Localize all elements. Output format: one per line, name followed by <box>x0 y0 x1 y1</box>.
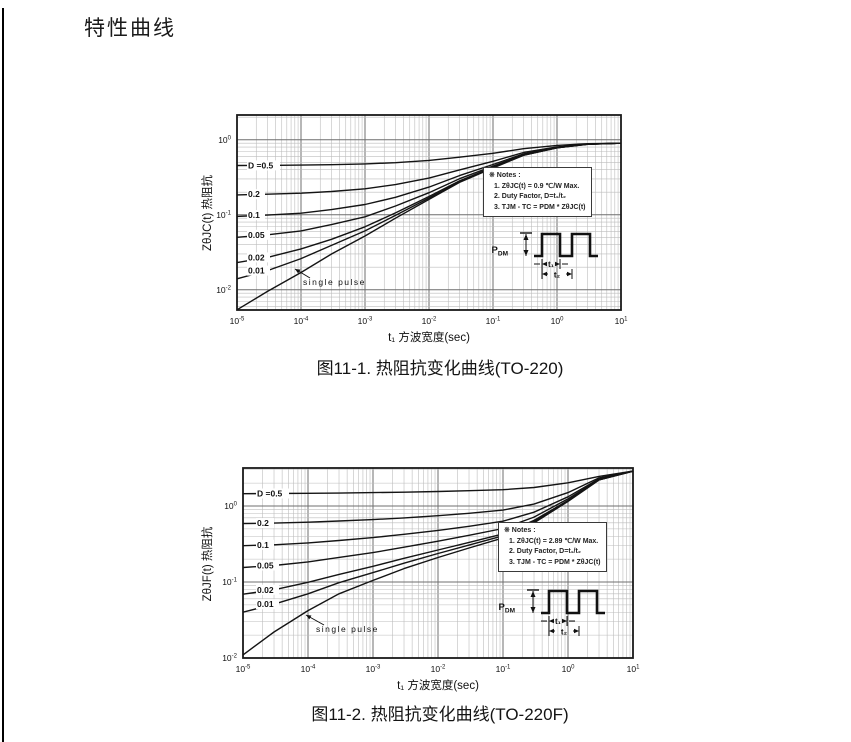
notes-heading: ※ Notes : <box>489 172 521 179</box>
duty-label: 0.1 <box>248 210 260 220</box>
pulse-waveform-icon: PDM t₁ t₂ <box>499 589 605 637</box>
t2-label: t₂ <box>554 271 561 280</box>
tick-label: 10-3 <box>358 316 373 326</box>
note-line: 2. Duty Factor, D=t₁/t₂ <box>494 193 566 200</box>
series-D-=0.5 <box>242 470 634 495</box>
note-line: 1. ZθJC(t) = 0.9 ℃/W Max. <box>494 182 580 190</box>
tick-label: 10-2 <box>431 664 446 674</box>
duty-label: 0.01 <box>248 266 265 276</box>
curves <box>242 470 634 656</box>
tick-label: 10-2 <box>216 285 231 295</box>
pdm-label: PDM <box>499 602 515 615</box>
grid <box>236 115 622 310</box>
page-title: 特性曲线 <box>84 16 176 40</box>
series-single-pulse <box>242 470 634 656</box>
note-line: 1. ZθJC(t) = 2.89 ℃/W Max. <box>509 537 599 545</box>
single-pulse-label: single pulse <box>303 277 366 287</box>
tick-label: 10-2 <box>222 653 237 663</box>
tick-label: 10-4 <box>294 316 309 326</box>
chart1-y-axis-label: ZθJC(t) 热阻抗 <box>202 174 214 252</box>
x-axis-label: t₁ 方波宽度(sec) <box>397 678 479 692</box>
duty-label: 0.05 <box>257 560 274 570</box>
notes-heading: ※ Notes : <box>504 527 536 534</box>
tick-label: 101 <box>627 664 640 674</box>
duty-label: D =0.5 <box>257 489 283 499</box>
pulse-waveform-icon: PDM t₁ t₂ <box>492 232 598 280</box>
series-0.1 <box>242 470 634 547</box>
page-left-border <box>2 8 4 742</box>
duty-label: 0.05 <box>248 230 265 240</box>
duty-label: 0.02 <box>257 585 274 595</box>
t2-label: t₂ <box>561 628 568 637</box>
tick-label: 100 <box>562 664 575 674</box>
tick-label: 10-2 <box>422 316 437 326</box>
axis-tick-labels: 10-5 10-4 10-3 10-2 10-1 100 101 100 10-1 10-2 <box>222 501 640 674</box>
tick-label: 10-1 <box>222 577 237 587</box>
tick-label: 10-1 <box>216 210 231 220</box>
chart2-y-axis-label: ZθJF(t) 热阻抗 <box>202 526 214 602</box>
curve-labels: D =0.5 0.2 0.1 0.05 0.02 0.01 single pulse <box>256 488 379 634</box>
t1-label: t₁ <box>555 617 562 626</box>
axis-tick-labels: 10-5 10-4 10-3 10-2 10-1 100 101 100 10-1 10-2 <box>216 135 628 326</box>
chart2-caption: 图11-2. 热阻抗变化曲线(TO-220F) <box>311 705 569 724</box>
tick-label: 101 <box>615 316 628 326</box>
tick-label: 10-1 <box>486 316 501 326</box>
note-line: 3. TJM - TC = PDM * ZθJC(t) <box>494 203 586 211</box>
duty-label: D =0.5 <box>248 160 274 170</box>
note-line: 3. TJM - TC = PDM * ZθJC(t) <box>509 558 601 566</box>
tick-label: 10-3 <box>366 664 381 674</box>
tick-label: 10-1 <box>496 664 511 674</box>
curve-labels: D =0.5 0.2 0.1 0.05 0.02 0.01 single pulse <box>247 160 366 287</box>
duty-label: 0.02 <box>248 252 265 262</box>
note-line: 2. Duty Factor, D=t₁/t₂ <box>509 548 581 555</box>
duty-label: 0.2 <box>257 518 269 528</box>
plot-frame <box>242 467 634 659</box>
plot-frame <box>236 114 622 311</box>
duty-label: 0.2 <box>248 189 260 199</box>
tick-label: 100 <box>218 135 231 145</box>
tick-label: 100 <box>551 316 564 326</box>
series-D-=0.5 <box>236 142 622 167</box>
tick-label: 10-5 <box>230 316 245 326</box>
tick-label: 100 <box>224 501 237 511</box>
chart1-caption: 图11-1. 热阻抗变化曲线(TO-220) <box>316 359 564 378</box>
chart2-notes-box: ※ Notes : 1. ZθJC(t) = 2.89 ℃/W Max. 2. … <box>498 522 608 572</box>
pdm-label: PDM <box>492 245 508 258</box>
single-pulse-label: single pulse <box>316 624 379 634</box>
chart1-notes-box: ※ Notes : 1. ZθJC(t) = 0.9 ℃/W Max. 2. D… <box>483 167 593 217</box>
series-0.05 <box>242 470 634 569</box>
series-0.2 <box>242 470 634 525</box>
duty-label: 0.01 <box>257 599 274 609</box>
tick-label: 10-5 <box>236 664 251 674</box>
tick-label: 10-4 <box>301 664 316 674</box>
x-axis-label: t₁ 方波宽度(sec) <box>388 330 470 344</box>
t1-label: t₁ <box>548 260 555 269</box>
duty-label: 0.1 <box>257 540 269 550</box>
